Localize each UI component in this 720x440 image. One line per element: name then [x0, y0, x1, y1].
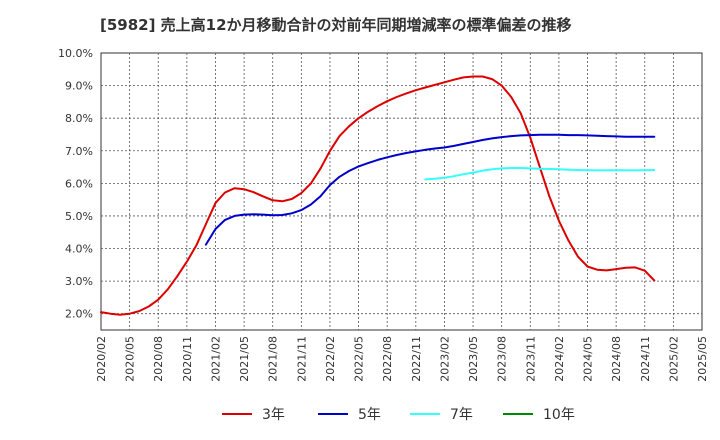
x-tick-label: 2022/08 [381, 336, 394, 382]
x-axis-ticks: 2020/02 2020/05 2020/08 2020/11 2021/02 2021/… [95, 336, 709, 382]
x-tick-label: 2023/08 [496, 336, 509, 382]
y-tick-label: 7.0% [65, 145, 93, 158]
x-tick-label: 2023/11 [524, 336, 537, 382]
legend-label: 3年 [262, 407, 285, 423]
plot-frame [100, 52, 703, 331]
x-tick-label: 2021/11 [295, 336, 308, 382]
x-tick-label: 2024/08 [610, 336, 623, 382]
legend-label: 5年 [358, 407, 381, 423]
y-axis-ticks: 2.0% 3.0% 4.0% 5.0% 6.0% 7.0% 8.0% 9.0% 10.0% [58, 47, 93, 321]
x-tick-label: 2025/02 [667, 336, 680, 382]
x-tick-label: 2022/11 [410, 336, 423, 382]
x-tick-label: 2024/02 [553, 336, 566, 382]
x-tick-label: 2021/05 [238, 336, 251, 382]
y-tick-label: 6.0% [65, 177, 93, 190]
x-tick-label: 2024/05 [582, 336, 595, 382]
x-tick-label: 2025/05 [696, 336, 709, 382]
x-tick-label: 2020/08 [152, 336, 165, 382]
x-tick-label: 2021/08 [267, 336, 280, 382]
series-line-5年 [204, 133, 656, 246]
y-tick-label: 2.0% [65, 308, 93, 321]
x-tick-label: 2020/05 [124, 336, 137, 382]
series-line-3年 [100, 75, 656, 316]
x-tick-label: 2024/11 [639, 336, 652, 382]
x-tick-label: 2020/11 [181, 336, 194, 382]
grid-layer [100, 52, 703, 331]
legend: 3年 5年 7年 10年 [222, 407, 575, 423]
x-tick-label: 2020/02 [95, 336, 108, 382]
x-tick-label: 2023/05 [467, 336, 480, 382]
x-tick-label: 2023/02 [438, 336, 451, 382]
series-layer [100, 75, 656, 316]
y-tick-label: 5.0% [65, 210, 93, 223]
chart-title: [5982] 売上高12か月移動合計の対前年同期増減率の標準偏差の推移 [100, 16, 572, 34]
x-tick-label: 2022/05 [353, 336, 366, 382]
legend-label: 7年 [450, 407, 473, 423]
legend-label: 10年 [543, 407, 575, 423]
y-tick-label: 4.0% [65, 243, 93, 256]
y-tick-label: 10.0% [58, 47, 93, 60]
y-tick-label: 3.0% [65, 275, 93, 288]
series-line-7年 [424, 167, 656, 181]
x-tick-label: 2022/02 [324, 336, 337, 382]
x-tick-label: 2021/02 [209, 336, 222, 382]
y-tick-label: 8.0% [65, 112, 93, 125]
y-tick-label: 9.0% [65, 80, 93, 93]
